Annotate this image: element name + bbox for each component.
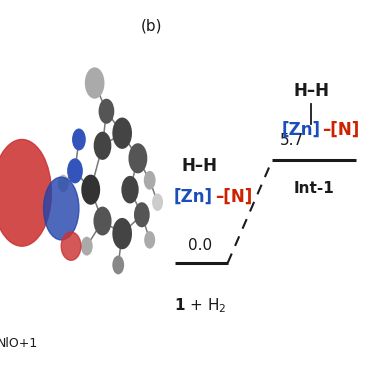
- Text: [Zn]: [Zn]: [174, 187, 213, 206]
- Ellipse shape: [61, 232, 81, 260]
- Circle shape: [72, 129, 86, 150]
- Circle shape: [129, 143, 147, 174]
- Circle shape: [121, 176, 139, 203]
- Circle shape: [81, 175, 100, 205]
- Circle shape: [112, 256, 124, 274]
- Circle shape: [134, 202, 150, 227]
- Text: 0.0: 0.0: [188, 237, 212, 253]
- Circle shape: [144, 231, 155, 249]
- Circle shape: [58, 175, 69, 192]
- Circle shape: [99, 99, 114, 124]
- Circle shape: [93, 207, 112, 235]
- Text: (b): (b): [141, 19, 162, 34]
- Circle shape: [112, 218, 132, 249]
- Text: Int-1: Int-1: [294, 181, 334, 197]
- Text: $\mathbf{1}$ + H$_2$: $\mathbf{1}$ + H$_2$: [174, 296, 226, 315]
- Text: H–H: H–H: [293, 82, 329, 100]
- Circle shape: [144, 171, 156, 190]
- Circle shape: [152, 194, 163, 211]
- Ellipse shape: [0, 139, 51, 246]
- Text: –[N]: –[N]: [322, 121, 359, 139]
- Text: NlO+1: NlO+1: [0, 337, 38, 350]
- Text: –[N]: –[N]: [215, 187, 252, 206]
- Circle shape: [112, 118, 132, 149]
- Circle shape: [94, 132, 112, 160]
- Text: H–H: H–H: [182, 157, 218, 175]
- Circle shape: [85, 67, 104, 99]
- Ellipse shape: [43, 177, 79, 240]
- Circle shape: [67, 158, 83, 183]
- Circle shape: [81, 237, 93, 256]
- Text: 5.7: 5.7: [280, 133, 304, 148]
- Text: [Zn]: [Zn]: [282, 121, 321, 139]
